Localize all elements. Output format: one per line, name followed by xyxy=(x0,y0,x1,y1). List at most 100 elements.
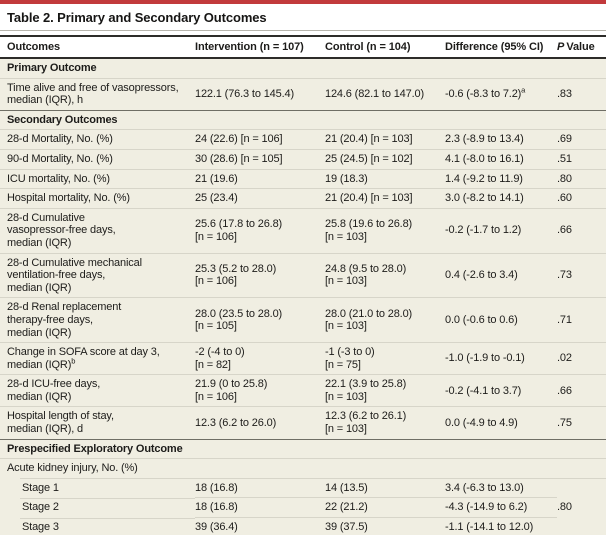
difference-value: -4.3 (-14.9 to 6.2) xyxy=(445,497,557,518)
intervention-value: 30 (28.6) [n = 105] xyxy=(195,148,325,170)
table-row: 28-d ICU-free days, median (IQR) 21.9 (0 … xyxy=(0,374,606,407)
outcome-label: Stage 1 xyxy=(0,478,195,498)
p-value: .80 xyxy=(557,477,606,535)
control-value: 39 (37.5) xyxy=(325,517,445,535)
table-row: Stage 3 39 (36.4) 39 (37.5) -1.1 (-14.1 to … xyxy=(0,517,606,535)
difference-value: 2.3 (-8.9 to 13.4) xyxy=(445,129,557,150)
table-row: 28-d Renal replacement therapy-free days… xyxy=(0,297,606,343)
control-value: 12.3 (6.2 to 26.1) [n = 103] xyxy=(325,406,445,440)
difference-value: 0.4 (-2.6 to 3.4) xyxy=(445,252,557,298)
outcome-label: 28-d ICU-free days, median (IQR) xyxy=(0,374,195,407)
table-row: 28-d Cumulative vasopressor-free days, m… xyxy=(0,207,606,254)
table-row: Hospital length of stay, median (IQR), d… xyxy=(0,406,606,440)
control-value: 25 (24.5) [n = 102] xyxy=(325,148,445,170)
intervention-value: 25.3 (5.2 to 28.0) [n = 106] xyxy=(195,252,325,298)
difference-value: 3.0 (-8.2 to 14.1) xyxy=(445,188,557,209)
control-value: 21 (20.4) [n = 103] xyxy=(325,188,445,209)
section-header-row: Primary Outcome xyxy=(0,58,606,78)
table-row: Change in SOFA score at day 3, median (I… xyxy=(0,342,606,375)
table-row: ICU mortality, No. (%) 21 (19.6) 19 (18.3)… xyxy=(0,168,606,189)
column-header-intervention: Intervention (n = 107) xyxy=(195,35,325,59)
outcome-label: 28-d Mortality, No. (%) xyxy=(0,129,195,150)
table-row: 28-d Mortality, No. (%) 24 (22.6) [n = 10… xyxy=(0,129,606,150)
outcome-label: 28-d Renal replacement therapy-free days… xyxy=(0,297,195,343)
table-header: Outcomes Intervention (n = 107) Control … xyxy=(0,35,606,59)
table-row: 90-d Mortality, No. (%) 30 (28.6) [n = 10… xyxy=(0,148,606,170)
control-value: 25.8 (19.6 to 26.8) [n = 103] xyxy=(325,207,445,254)
intervention-value: 122.1 (76.3 to 145.4) xyxy=(195,77,325,111)
difference-value: 4.1 (-8.0 to 16.1) xyxy=(445,148,557,170)
outcome-label: Hospital mortality, No. (%) xyxy=(0,188,195,209)
section-header-row: Prespecified Exploratory Outcome xyxy=(0,438,606,459)
control-value: 22 (21.2) xyxy=(325,497,445,518)
p-value: .83 xyxy=(557,77,606,111)
p-value: .71 xyxy=(557,297,606,343)
control-value: 124.6 (82.1 to 147.0) xyxy=(325,77,445,111)
p-value: .73 xyxy=(557,252,606,298)
column-header-control: Control (n = 104) xyxy=(325,35,445,59)
intervention-value: 18 (16.8) xyxy=(195,477,325,498)
outcome-label: 28-d Cumulative vasopressor-free days, m… xyxy=(0,207,195,254)
control-value: 19 (18.3) xyxy=(325,168,445,189)
difference-value: 0.0 (-0.6 to 0.6) xyxy=(445,297,557,343)
section-label: Primary Outcome xyxy=(7,62,97,74)
table-row: Stage 1 18 (16.8) 14 (13.5) 3.4 (-6.3 to 13… xyxy=(0,477,606,535)
p-value: .75 xyxy=(557,406,606,440)
intervention-value: 25 (23.4) xyxy=(195,188,325,209)
footnote-marker: b xyxy=(71,356,76,366)
intervention-value: 21.9 (0 to 25.8) [n = 106] xyxy=(195,374,325,407)
p-value: .60 xyxy=(557,188,606,209)
outcome-label: Time alive and free of vasopressors, med… xyxy=(0,77,195,111)
outcome-label: Change in SOFA score at day 3, median (I… xyxy=(0,342,195,375)
column-header-p-value: P Value xyxy=(557,35,606,59)
section-label: Prespecified Exploratory Outcome xyxy=(0,438,606,459)
table-row: Stage 2 18 (16.8) 22 (21.2) -4.3 (-14.9 to … xyxy=(0,497,606,518)
intervention-value: 24 (22.6) [n = 106] xyxy=(195,129,325,150)
p-value: .69 xyxy=(557,129,606,150)
difference-value: -0.2 (-1.7 to 1.2) xyxy=(445,207,557,254)
p-value: .66 xyxy=(557,207,606,254)
header-row: Outcomes Intervention (n = 107) Control … xyxy=(0,35,606,59)
p-value: .66 xyxy=(557,374,606,407)
table-body: Primary Outcome Time alive and free of va… xyxy=(0,58,606,535)
outcome-label: Hospital length of stay, median (IQR), d xyxy=(0,406,195,440)
difference-value: -0.2 (-4.1 to 3.7) xyxy=(445,374,557,407)
difference-value: 1.4 (-9.2 to 11.9) xyxy=(445,168,557,189)
table-row: 28-d Cumulative mechanical ventilation-f… xyxy=(0,252,606,298)
section-header-row: Secondary Outcomes xyxy=(0,109,606,130)
intervention-value: 21 (19.6) xyxy=(195,168,325,189)
control-value: 28.0 (21.0 to 28.0) [n = 103] xyxy=(325,297,445,343)
p-value: .02 xyxy=(557,342,606,375)
intervention-value: 28.0 (23.5 to 28.0) [n = 105] xyxy=(195,297,325,343)
control-value: 24.8 (9.5 to 28.0) [n = 103] xyxy=(325,252,445,298)
title-divider xyxy=(0,30,606,31)
intervention-value: 25.6 (17.8 to 26.8) [n = 106] xyxy=(195,207,325,254)
outcomes-table: Outcomes Intervention (n = 107) Control … xyxy=(0,35,606,535)
accent-bar xyxy=(0,0,606,4)
control-value: 22.1 (3.9 to 25.8) [n = 103] xyxy=(325,374,445,407)
difference-value: 3.4 (-6.3 to 13.0) xyxy=(445,477,557,498)
group-label: Acute kidney injury, No. (%) xyxy=(0,458,606,479)
table-row: Hospital mortality, No. (%) 25 (23.4) 21 (… xyxy=(0,188,606,209)
difference-value: -0.6 (-8.3 to 7.2)a xyxy=(445,77,557,111)
outcome-label: 90-d Mortality, No. (%) xyxy=(0,148,195,170)
group-label-row: Acute kidney injury, No. (%) xyxy=(0,458,606,479)
table-row: Time alive and free of vasopressors, med… xyxy=(0,77,606,111)
intervention-value: 12.3 (6.2 to 26.0) xyxy=(195,406,325,440)
p-value: .80 xyxy=(557,168,606,189)
difference-value: 0.0 (-4.9 to 4.9) xyxy=(445,406,557,440)
outcome-label: 28-d Cumulative mechanical ventilation-f… xyxy=(0,252,195,298)
control-value: -1 (-3 to 0) [n = 75] xyxy=(325,342,445,375)
table-title: Table 2. Primary and Secondary Outcomes xyxy=(7,10,267,25)
column-header-difference: Difference (95% CI) xyxy=(445,35,557,59)
outcome-label: Stage 2 xyxy=(0,497,195,518)
p-value: .51 xyxy=(557,148,606,170)
section-label: Secondary Outcomes xyxy=(0,109,606,130)
control-value: 21 (20.4) [n = 103] xyxy=(325,129,445,150)
column-header-outcomes: Outcomes xyxy=(0,35,195,59)
intervention-value: 39 (36.4) xyxy=(195,517,325,535)
difference-value: -1.1 (-14.1 to 12.0) xyxy=(445,517,557,535)
footnote-marker: a xyxy=(521,85,526,95)
control-value: 14 (13.5) xyxy=(325,477,445,498)
